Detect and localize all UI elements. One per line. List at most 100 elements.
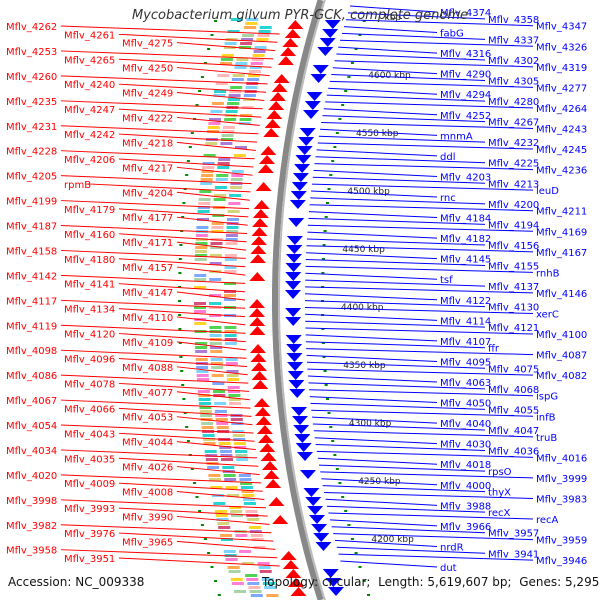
feature-bar — [233, 438, 246, 441]
feature-bar — [203, 438, 216, 441]
right-label-connector — [343, 26, 438, 34]
right-label-connector — [312, 176, 486, 184]
feature-bar — [201, 426, 214, 429]
left-label-connector — [176, 341, 247, 351]
tick-mark — [331, 440, 335, 442]
feature-bar — [200, 182, 213, 185]
feature-bar — [227, 218, 239, 221]
tick-mark — [324, 216, 328, 218]
left-label-connector — [60, 25, 280, 35]
reverse-gene-arrow — [253, 200, 270, 209]
right-gene-label: Mflv_4280 — [488, 97, 539, 108]
tick-mark — [322, 356, 326, 358]
right-label-connector — [321, 122, 534, 129]
right-gene-label: dut — [440, 563, 457, 574]
accession-label: Accession: — [8, 575, 72, 589]
left-label-connector — [118, 507, 268, 517]
feature-bar — [208, 474, 221, 477]
reverse-gene-arrow — [280, 551, 297, 560]
forward-gene-arrow — [295, 155, 312, 164]
left-gene-label: Mflv_4026 — [122, 463, 173, 474]
feature-bar — [201, 422, 214, 425]
feature-bar — [209, 118, 221, 121]
tick-mark — [362, 580, 366, 582]
right-gene-label: Mflv_4156 — [488, 241, 539, 252]
right-gene-label: Mflv_4063 — [440, 378, 491, 389]
forward-gene-arrow — [310, 74, 327, 83]
right-label-connector — [326, 94, 486, 102]
left-gene-label: Mflv_4228 — [6, 147, 57, 158]
right-label-connector — [328, 512, 534, 520]
right-gene-label: Mflv_4000 — [440, 481, 491, 492]
left-label-connector — [176, 166, 253, 176]
left-label-connector — [60, 374, 249, 384]
feature-bar — [209, 334, 222, 337]
right-gene-label: tsf — [440, 275, 453, 286]
reverse-gene-arrow — [251, 227, 268, 236]
feature-bar — [264, 586, 277, 589]
genome-axis — [272, 0, 324, 600]
tick-mark — [326, 398, 329, 400]
feature-bar — [228, 202, 241, 205]
right-label-connector — [305, 320, 486, 328]
right-label-connector — [313, 169, 438, 177]
feature-bar — [200, 178, 213, 181]
feature-bar — [209, 314, 222, 317]
feature-bar — [229, 194, 242, 197]
tick-mark — [321, 258, 325, 260]
feature-bar — [224, 290, 236, 293]
feature-bar — [241, 490, 254, 493]
left-gene-label: Mflv_4009 — [64, 479, 115, 490]
forward-gene-arrow — [303, 110, 319, 119]
tick-mark — [200, 524, 204, 526]
feature-bar — [211, 366, 224, 369]
reverse-gene-arrow — [251, 362, 267, 371]
tick-mark — [217, 594, 221, 596]
forward-gene-arrow — [291, 407, 307, 416]
feature-bar — [227, 210, 240, 213]
left-label-connector — [118, 432, 255, 442]
feature-bar — [207, 126, 220, 129]
left-gene-label: Mflv_4098 — [6, 346, 57, 357]
right-label-connector — [316, 450, 534, 458]
right-label-connector — [319, 128, 438, 136]
left-gene-label: Mflv_4008 — [122, 488, 173, 499]
feature-bar — [211, 102, 224, 105]
right-gene-label: Mflv_4358 — [488, 15, 539, 26]
feature-bar — [197, 206, 210, 209]
right-label-connector — [317, 457, 438, 465]
left-gene-label: Mflv_4231 — [6, 122, 57, 133]
right-gene-label: Mflv_4100 — [536, 330, 587, 341]
feature-bar — [240, 486, 253, 489]
left-gene-label: Mflv_4262 — [6, 22, 57, 33]
feature-bar — [210, 358, 223, 361]
feature-bar — [200, 414, 213, 417]
feature-bar — [202, 434, 215, 437]
reverse-gene-arrow — [252, 380, 269, 389]
tick-mark — [193, 482, 197, 484]
forward-gene-arrow — [286, 344, 303, 353]
tick-mark — [214, 580, 218, 582]
left-label-connector — [176, 141, 256, 151]
right-label-connector — [309, 396, 438, 404]
feature-bar — [205, 142, 218, 145]
left-label-connector — [176, 92, 265, 101]
feature-bar — [210, 486, 223, 489]
left-label-connector — [60, 50, 274, 60]
left-gene-label: Mflv_4179 — [64, 205, 115, 216]
feature-bar — [195, 358, 208, 361]
forward-gene-arrow — [304, 101, 321, 110]
feature-bar — [266, 594, 279, 597]
scale-label: kbp — [385, 13, 402, 23]
feature-bar — [227, 566, 240, 569]
feature-bar — [220, 538, 233, 541]
tick-mark — [178, 342, 182, 344]
forward-gene-arrow — [298, 137, 315, 146]
forward-gene-arrow — [289, 389, 306, 398]
feature-bar — [224, 326, 237, 329]
feature-bar — [209, 302, 221, 305]
right-gene-label: Mflv_4146 — [536, 289, 587, 300]
left-gene-label: Mflv_3951 — [64, 554, 115, 565]
left-gene-label: Mflv_4206 — [64, 155, 115, 166]
feature-bar — [226, 226, 239, 229]
